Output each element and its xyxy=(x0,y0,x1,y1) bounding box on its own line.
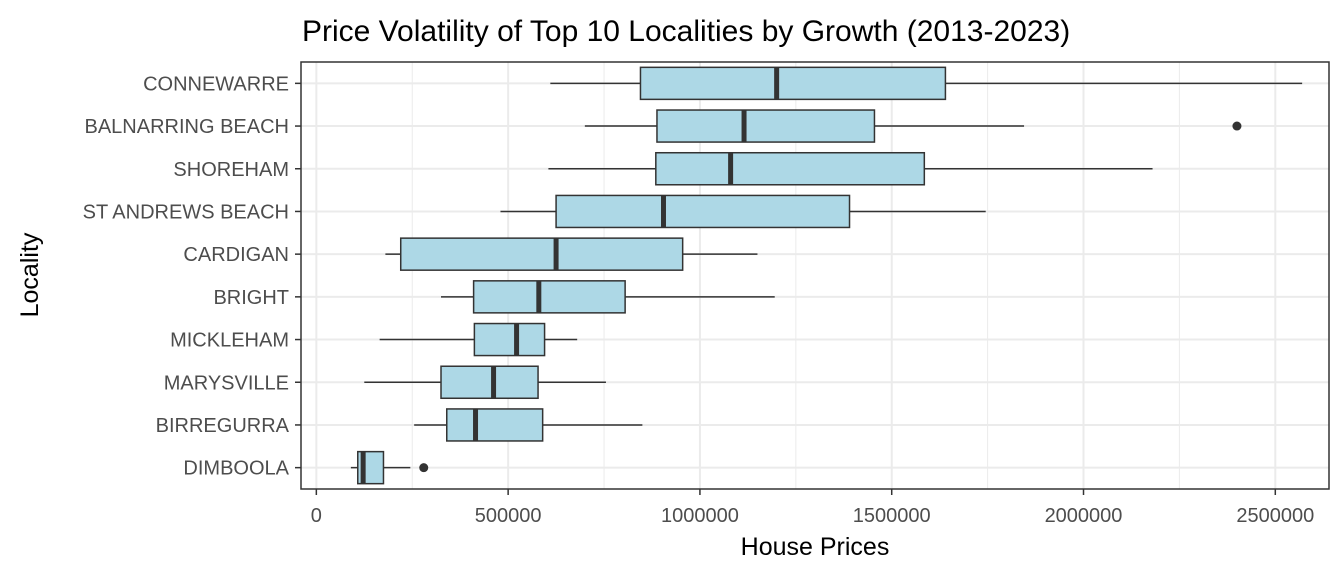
y-tick-label: BRIGHT xyxy=(213,287,289,309)
y-tick-label: SHOREHAM xyxy=(173,159,289,181)
y-tick-label: MARYSVILLE xyxy=(164,372,289,394)
x-axis-title: House Prices xyxy=(741,533,890,561)
y-axis-title: Locality xyxy=(16,232,44,317)
box-iqr xyxy=(655,151,926,186)
y-tick-label: BIRREGURRA xyxy=(156,415,290,437)
y-tick-label: CONNEWARRE xyxy=(143,73,289,95)
x-tick-label: 1000000 xyxy=(661,505,739,527)
boxplot-st-andrews-beach xyxy=(500,194,986,229)
y-axis: CONNEWARRE BALNARRING BEACH SHOREHAM ST AND… xyxy=(83,73,301,480)
box-iqr xyxy=(656,109,876,143)
x-tick-label: 1500000 xyxy=(853,505,931,527)
outlier-point xyxy=(419,463,429,473)
panel-border xyxy=(300,61,1330,490)
x-tick-label: 500000 xyxy=(475,505,542,527)
boxplot-dimboola xyxy=(350,450,429,485)
boxplot-cardigan xyxy=(385,237,758,271)
box-iqr xyxy=(472,280,626,314)
boxplot-shoreham xyxy=(548,151,1153,186)
outlier-point xyxy=(1232,121,1242,131)
boxplot-bright xyxy=(441,280,775,314)
y-tick-label: MICKLEHAM xyxy=(170,330,289,352)
box-iqr xyxy=(440,365,539,400)
box-iqr xyxy=(473,322,546,357)
box-iqr xyxy=(399,237,684,271)
y-tick-label: CARDIGAN xyxy=(183,244,289,266)
box-iqr xyxy=(555,194,851,229)
chart-title: Price Volatility of Top 10 Localities by… xyxy=(302,15,1070,48)
x-tick-label: 0 xyxy=(311,505,322,527)
box-layer xyxy=(350,66,1303,485)
x-axis: 0 500000 1000000 1500000 2000000 2500000 xyxy=(311,489,1314,527)
x-tick-label: 2000000 xyxy=(1045,505,1123,527)
box-iqr xyxy=(639,66,947,101)
boxplot-birregurra xyxy=(414,408,643,442)
boxplot-balnarring-beach xyxy=(584,109,1242,143)
box-iqr xyxy=(446,408,544,442)
x-tick-label: 2500000 xyxy=(1236,505,1314,527)
boxplot-mickleham xyxy=(379,322,578,357)
y-tick-label: ST ANDREWS BEACH xyxy=(83,201,289,223)
y-tick-label: DIMBOOLA xyxy=(183,458,289,480)
y-tick-label: BALNARRING BEACH xyxy=(85,116,290,138)
boxplot-connewarre xyxy=(550,66,1303,101)
boxplot-marysville xyxy=(364,365,606,400)
